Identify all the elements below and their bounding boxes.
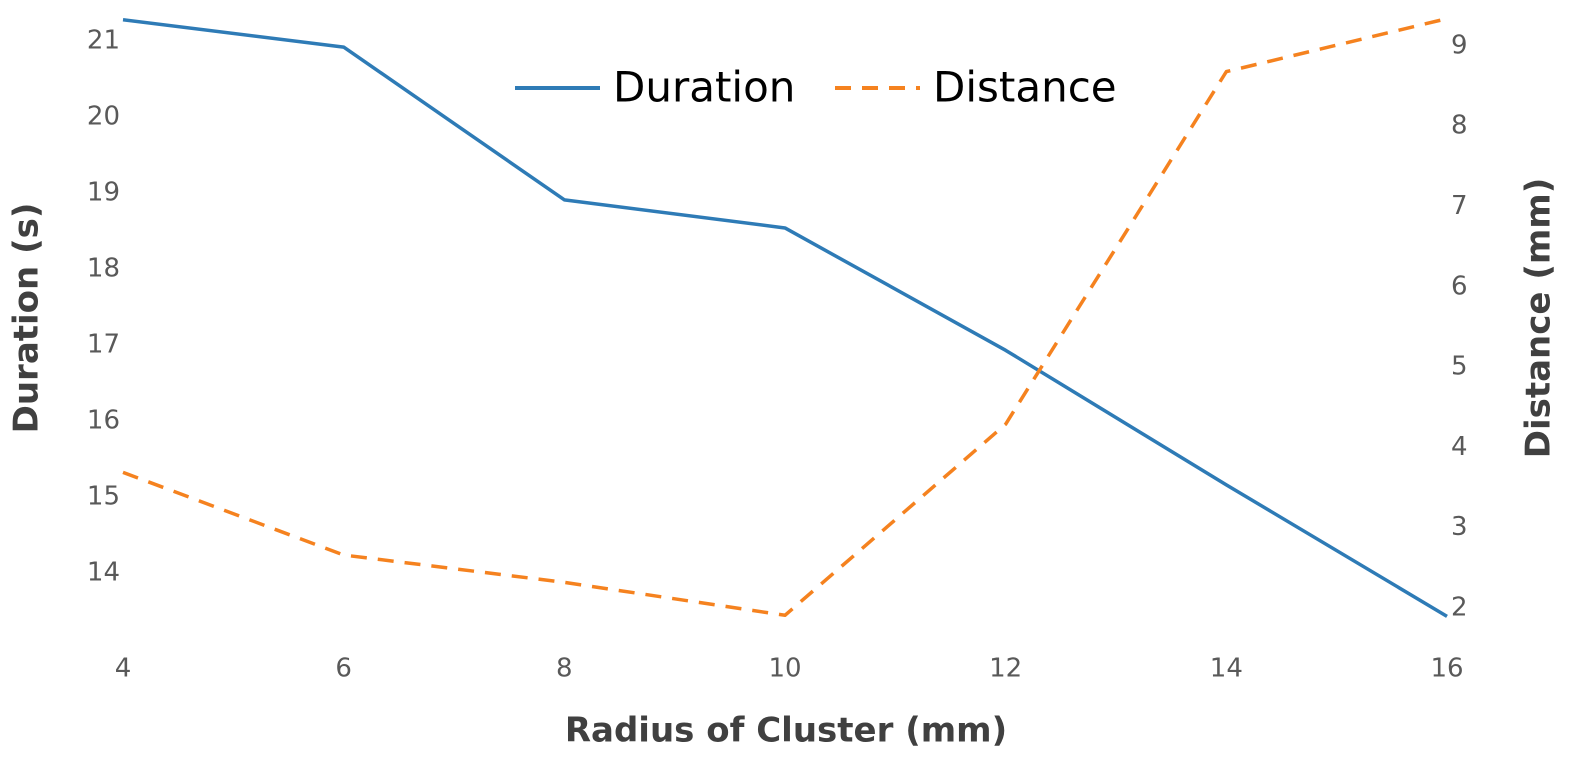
y2-tick-label: 4 bbox=[1451, 432, 1468, 462]
x-tick-label: 6 bbox=[335, 654, 352, 684]
x-axis-title: Radius of Cluster (mm) bbox=[565, 711, 1007, 751]
y-axis-title: Duration (s) bbox=[7, 203, 47, 434]
y-tick-label: 18 bbox=[87, 254, 120, 284]
y-tick-label: 19 bbox=[87, 178, 120, 208]
x-tick-label: 8 bbox=[556, 654, 573, 684]
x-tick-label: 12 bbox=[989, 654, 1022, 684]
y-tick-label: 20 bbox=[87, 102, 120, 132]
y2-tick-label: 2 bbox=[1451, 593, 1468, 623]
y-tick-label: 21 bbox=[87, 26, 120, 56]
y2-tick-label: 7 bbox=[1451, 191, 1468, 221]
x-tick-label: 16 bbox=[1430, 654, 1463, 684]
y2-tick-label: 3 bbox=[1451, 512, 1468, 542]
y-tick-label: 16 bbox=[87, 406, 120, 436]
y-tick-label: 14 bbox=[87, 558, 120, 588]
y2-tick-label: 8 bbox=[1451, 111, 1468, 141]
legend-label: Distance bbox=[933, 63, 1117, 112]
x-tick-label: 10 bbox=[768, 654, 801, 684]
x-tick-label: 14 bbox=[1210, 654, 1243, 684]
y-tick-label: 15 bbox=[87, 482, 120, 512]
series-line bbox=[122, 16, 1448, 618]
y2-tick-label: 5 bbox=[1451, 352, 1468, 382]
y2-axis-title: Distance (mm) bbox=[1519, 178, 1559, 459]
y2-tick-label: 6 bbox=[1451, 271, 1468, 301]
x-tick-label: 4 bbox=[115, 654, 132, 684]
legend-label: Duration bbox=[613, 63, 795, 112]
series-line bbox=[122, 17, 1448, 618]
y2-tick-label: 9 bbox=[1451, 30, 1468, 60]
y-tick-label: 17 bbox=[87, 330, 120, 360]
